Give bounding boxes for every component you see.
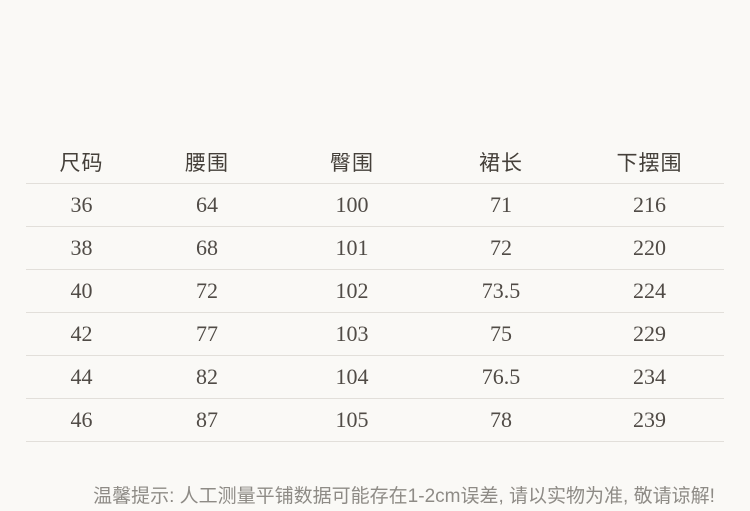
table-cell: 42 [26, 312, 137, 356]
table-cell: 82 [137, 355, 277, 399]
table-cell: 234 [575, 355, 724, 399]
table-cell: 64 [137, 183, 277, 227]
column-header-hip: 臀围 [277, 140, 427, 184]
table-cell: 76.5 [427, 355, 575, 399]
column-header-waist: 腰围 [137, 140, 277, 184]
table-cell: 87 [137, 398, 277, 442]
table-cell: 71 [427, 183, 575, 227]
table-cell: 239 [575, 398, 724, 442]
table-cell: 105 [277, 398, 427, 442]
table-cell: 103 [277, 312, 427, 356]
table-cell: 72 [427, 226, 575, 270]
table-cell: 101 [277, 226, 427, 270]
table-row: 40 72 102 73.5 224 [26, 269, 724, 313]
table-cell: 216 [575, 183, 724, 227]
size-table: 尺码 腰围 臀围 裙长 下摆围 36 64 100 71 216 38 68 1… [26, 140, 724, 442]
column-header-size: 尺码 [26, 140, 137, 184]
table-cell: 102 [277, 269, 427, 313]
table-row: 38 68 101 72 220 [26, 226, 724, 270]
table-row: 46 87 105 78 239 [26, 398, 724, 442]
table-cell: 44 [26, 355, 137, 399]
table-row: 42 77 103 75 229 [26, 312, 724, 356]
table-cell: 224 [575, 269, 724, 313]
table-cell: 46 [26, 398, 137, 442]
measurement-note: 温馨提示: 人工测量平铺数据可能存在1-2cm误差, 请以实物为准, 敬请谅解! [93, 486, 715, 507]
table-cell: 36 [26, 183, 137, 227]
table-cell: 75 [427, 312, 575, 356]
table-cell: 77 [137, 312, 277, 356]
table-cell: 229 [575, 312, 724, 356]
table-cell: 38 [26, 226, 137, 270]
table-row: 44 82 104 76.5 234 [26, 355, 724, 399]
table-cell: 68 [137, 226, 277, 270]
column-header-skirt-length: 裙长 [427, 140, 575, 184]
table-cell: 100 [277, 183, 427, 227]
table-cell: 72 [137, 269, 277, 313]
table-cell: 104 [277, 355, 427, 399]
table-cell: 78 [427, 398, 575, 442]
table-cell: 40 [26, 269, 137, 313]
table-cell: 73.5 [427, 269, 575, 313]
column-header-hem: 下摆围 [575, 140, 724, 184]
table-row: 36 64 100 71 216 [26, 183, 724, 227]
table-cell: 220 [575, 226, 724, 270]
table-header-row: 尺码 腰围 臀围 裙长 下摆围 [26, 140, 724, 184]
